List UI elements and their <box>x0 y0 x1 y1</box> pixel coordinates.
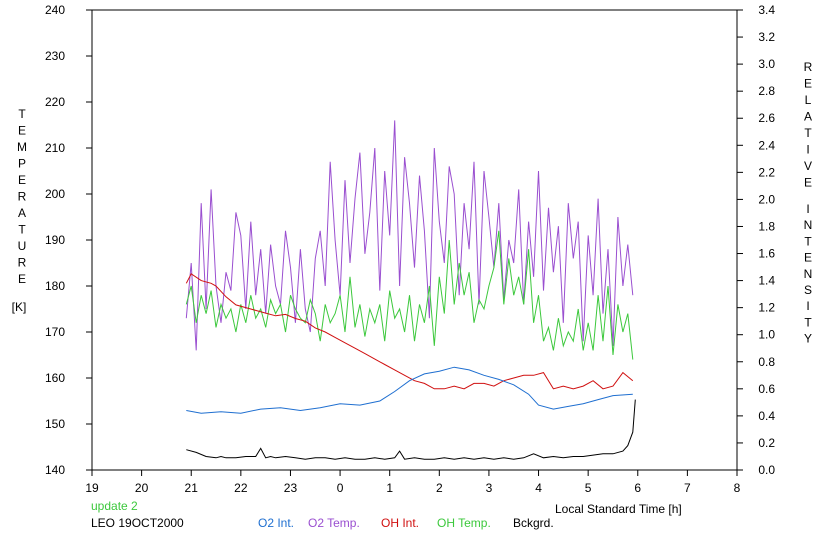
series-lines <box>185 120 636 460</box>
y-left-tick-label: 180 <box>45 279 65 293</box>
y-left-unit-label: [K] <box>12 300 27 314</box>
x-tick-label: 5 <box>585 481 592 495</box>
y-left-tick-label: 200 <box>45 187 65 201</box>
y-left-label-letter: A <box>18 206 26 220</box>
x-tick-label: 7 <box>684 481 691 495</box>
x-tick-label: 3 <box>486 481 493 495</box>
y-right-label-letter: E <box>804 77 812 91</box>
x-tick-label: 22 <box>234 481 248 495</box>
legend-bckgrd: Bckgrd. <box>513 516 554 530</box>
x-axis-label: Local Standard Time [h] <box>555 502 682 516</box>
y-right-tick-label: 0.2 <box>758 436 775 450</box>
annotation-update: update 2 <box>91 499 138 513</box>
y-left-tick-label: 220 <box>45 95 65 109</box>
legend-oh-int: OH Int. <box>381 516 419 530</box>
x-tick-label: 1 <box>386 481 393 495</box>
y-right-tick-label: 0.6 <box>758 382 775 396</box>
legend-o2-temp: O2 Temp. <box>308 516 360 530</box>
x-tick-label: 0 <box>337 481 344 495</box>
annotation-group: update 2 LEO 19OCT2000 <box>91 499 184 530</box>
y-right-tick-label: 2.4 <box>758 138 775 152</box>
y-right-tick-label: 1.4 <box>758 274 775 288</box>
y-right-tick-label: 2.0 <box>758 192 775 206</box>
series-line-o2-int <box>186 366 633 414</box>
y-left-tick-label: 210 <box>45 141 65 155</box>
plot-border <box>91 9 738 471</box>
series-line-bckgrd <box>186 399 636 460</box>
y-right-tick-label: 2.6 <box>758 111 775 125</box>
y-left-tick-label: 160 <box>45 371 65 385</box>
legend-oh-temp: OH Temp. <box>437 516 491 530</box>
y-left-tick-label: 240 <box>45 3 65 17</box>
y-right-label-letter: L <box>805 93 812 107</box>
y-right-label-letter: E <box>804 176 812 190</box>
y-right-label-letter: R <box>804 60 813 74</box>
y-right-label-letter: S <box>804 283 812 297</box>
y-right-label-letter: N <box>804 267 813 281</box>
y-left-label-letter: T <box>18 223 26 237</box>
series-line-oh-int <box>185 273 634 390</box>
y-right-tick-label: 1.0 <box>758 328 775 342</box>
y-left-label-letter: R <box>18 256 27 270</box>
y-right-label-letter: Y <box>804 332 812 346</box>
y-left-label-letter: U <box>18 239 27 253</box>
y-right-tick-label: 1.6 <box>758 247 775 261</box>
x-tick-label: 2 <box>436 481 443 495</box>
annotation-station: LEO 19OCT2000 <box>91 516 184 530</box>
x-tick-label: 4 <box>535 481 542 495</box>
y-right-label-letter: I <box>806 143 809 157</box>
legend-o2-int: O2 Int. <box>258 516 294 530</box>
plot-frame <box>91 9 738 471</box>
y-right-label-letter: V <box>804 159 812 173</box>
y-right-tick-label: 3.2 <box>758 30 775 44</box>
y-right-tick-label: 0.8 <box>758 355 775 369</box>
y-left-tick-label: 140 <box>45 463 65 477</box>
y-right-label-letter: I <box>806 202 809 216</box>
y-right-tick-label: 1.8 <box>758 219 775 233</box>
y-right-tick-label: 0.0 <box>758 463 775 477</box>
legend: O2 Int. O2 Temp. OH Int. OH Temp. Bckgrd… <box>258 516 554 530</box>
x-tick-label: 6 <box>634 481 641 495</box>
y-right-label-letter: I <box>806 299 809 313</box>
x-tick-label: 19 <box>85 481 99 495</box>
y-right-tick-label: 2.8 <box>758 84 775 98</box>
y-left-label-letter: T <box>18 107 26 121</box>
y-left-label-letter: P <box>18 157 26 171</box>
y-right-label-letter: T <box>804 234 812 248</box>
x-tick-label: 8 <box>734 481 741 495</box>
x-tick-label: 23 <box>284 481 298 495</box>
series-line-oh-temp <box>185 230 634 360</box>
y-left-tick-label: 150 <box>45 417 65 431</box>
x-tick-label: 21 <box>185 481 199 495</box>
y-left-label-letter: E <box>18 173 26 187</box>
y-right-label-letter: T <box>804 315 812 329</box>
y-left-label-letter: E <box>18 272 26 286</box>
axis-ticks: 19 20 21 22 23 0 1 2 3 4 5 6 7 8140150160170180190200… <box>45 3 775 495</box>
y-right-label-letter: E <box>804 251 812 265</box>
y-right-tick-label: 3.0 <box>758 57 775 71</box>
y-left-tick-label: 190 <box>45 233 65 247</box>
y-right-tick-label: 1.2 <box>758 301 775 315</box>
series-line-o2-temp <box>185 120 634 351</box>
y-right-tick-label: 2.2 <box>758 165 775 179</box>
x-tick-label: 20 <box>135 481 149 495</box>
y-right-label-letter: A <box>804 110 812 124</box>
y-left-tick-label: 170 <box>45 325 65 339</box>
y-left-label-letter: E <box>18 124 26 138</box>
y-left-label-letter: R <box>18 190 27 204</box>
y-right-tick-label: 3.4 <box>758 3 775 17</box>
y-left-tick-label: 230 <box>45 49 65 63</box>
y-right-label-letter: T <box>804 126 812 140</box>
y-right-tick-label: 0.4 <box>758 409 775 423</box>
y-right-label-letter: N <box>804 218 813 232</box>
y-left-label-letter: M <box>17 140 27 154</box>
